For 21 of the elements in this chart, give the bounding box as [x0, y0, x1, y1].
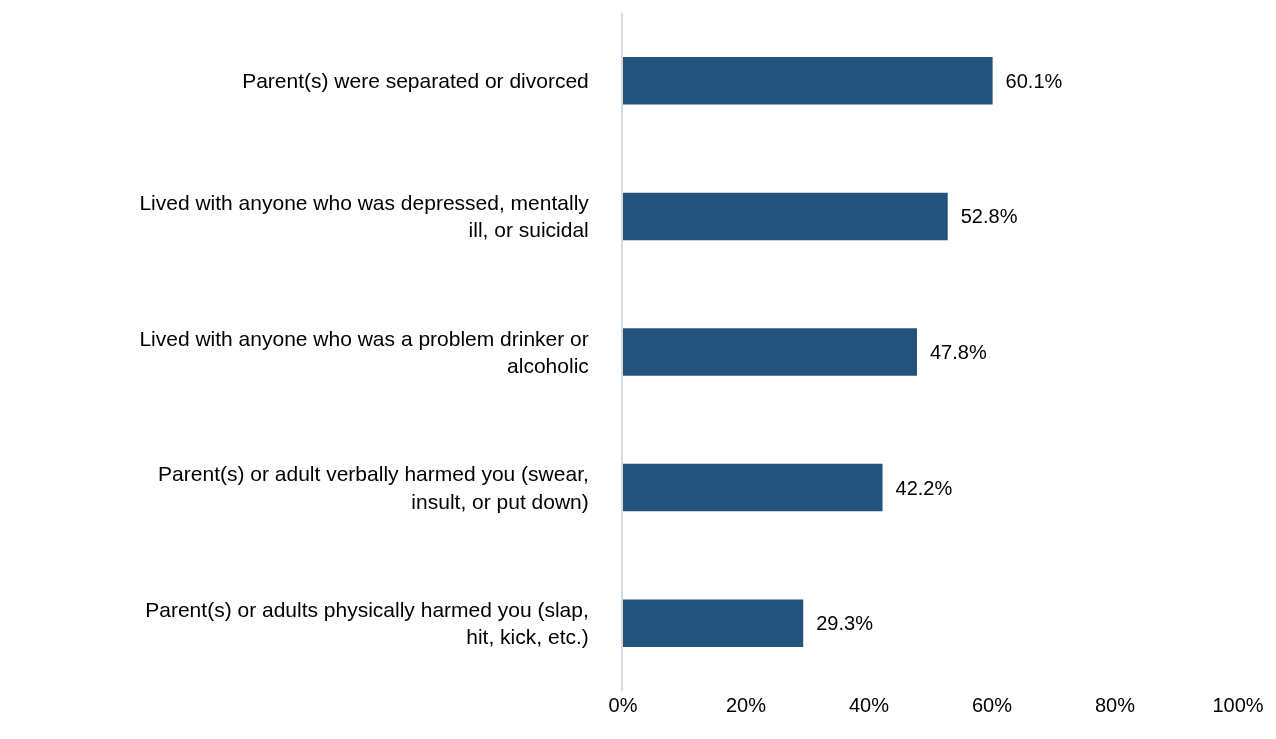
bar	[623, 599, 804, 647]
x-tick-label: 60%	[971, 694, 1013, 716]
y-tick-label: Parent(s) or adult verbally harmed you (swear, insult, or put down)	[158, 462, 589, 513]
bar	[623, 57, 993, 105]
data-label: 42.2%	[885, 476, 953, 499]
data-label: 60.1%	[995, 69, 1063, 92]
bar	[623, 192, 948, 241]
y-tick-label: Lived with anyone who was depressed, mentally ill, or suicidal	[139, 191, 590, 242]
y-tick-label: Lived with anyone who was a problem drinker or alcoholic	[139, 326, 589, 377]
x-tick-label: 0%	[608, 694, 638, 716]
x-tick-label: 100%	[1212, 694, 1264, 716]
data-label: 29.3%	[806, 612, 874, 635]
y-tick-label: Parent(s) or adults physically harmed you (slap, hit, kick, etc.)	[145, 597, 589, 649]
data-label: 52.8%	[950, 205, 1018, 228]
x-tick-label: 40%	[848, 694, 890, 716]
x-tick-label: 80%	[1094, 694, 1136, 716]
x-tick-label: 20%	[725, 694, 767, 716]
bar	[623, 463, 883, 512]
data-label: 47.8%	[919, 341, 987, 363]
bar	[623, 328, 917, 376]
y-tick-label: Parent(s) were separated or divorced	[242, 69, 589, 93]
